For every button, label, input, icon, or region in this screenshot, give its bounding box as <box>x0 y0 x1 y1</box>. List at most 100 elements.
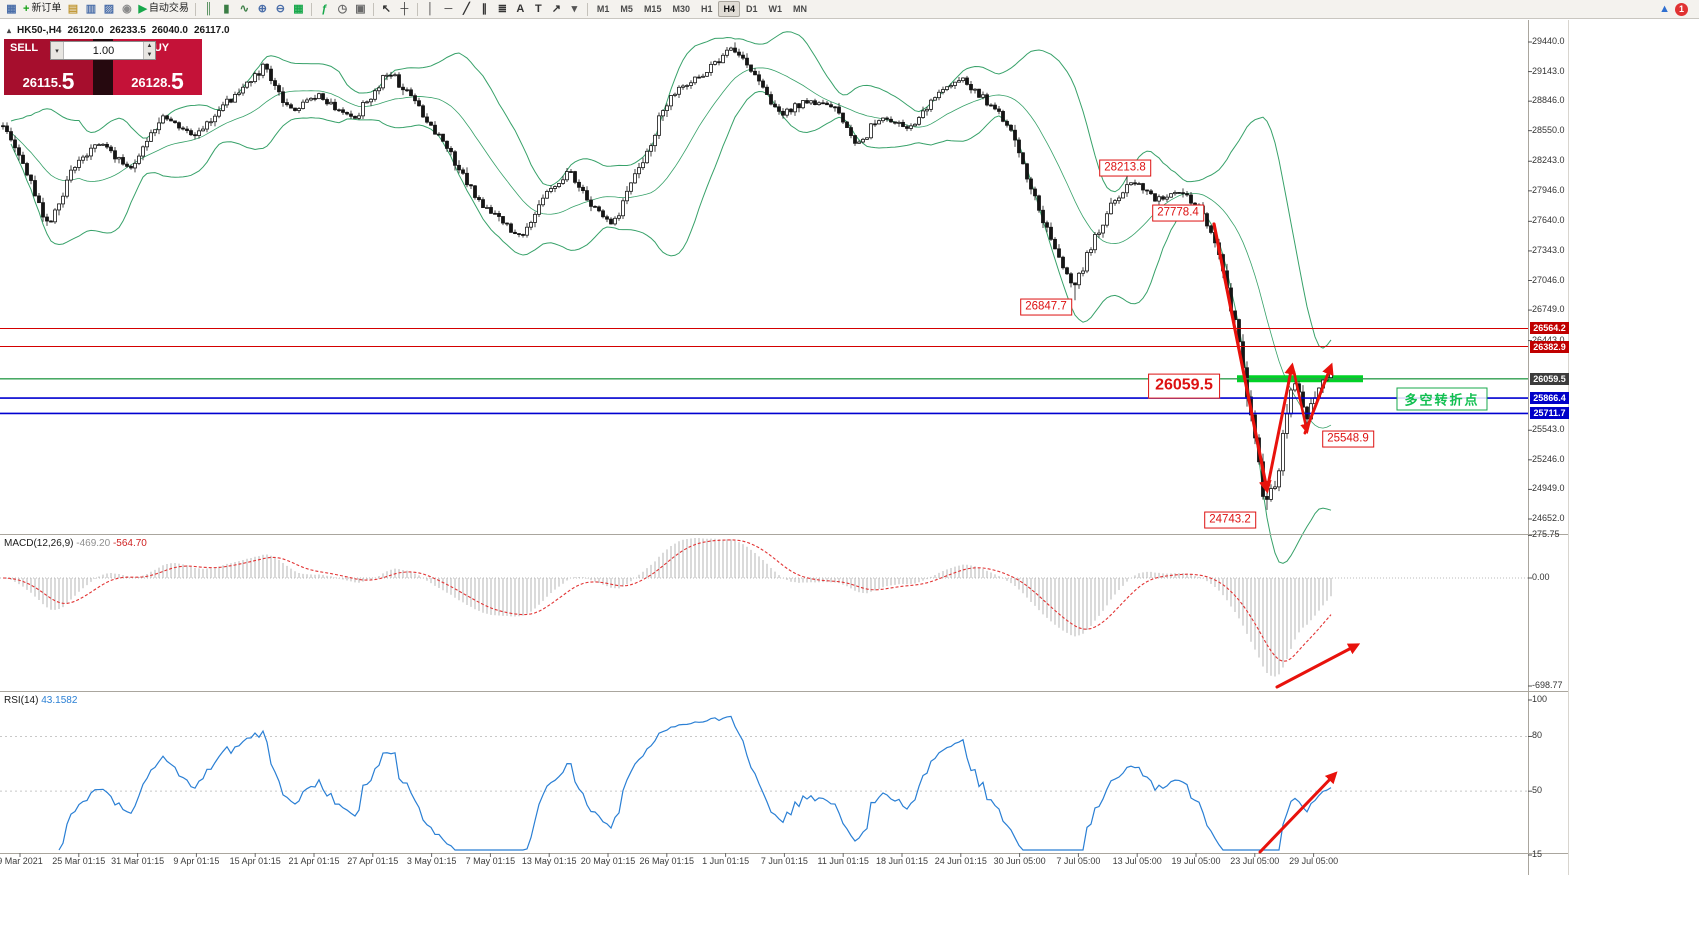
indicators-icon[interactable]: ƒ <box>316 1 333 18</box>
bars-type-icon[interactable]: ║ <box>200 1 217 18</box>
time-axis-label: 7 May 01:15 <box>465 856 516 866</box>
trendline-icon-icon: ╱ <box>463 2 470 15</box>
toolbar-right: ▲ 1 <box>1659 2 1696 16</box>
new-order-icon: + <box>23 2 30 15</box>
text-label-icon[interactable]: T <box>530 1 547 18</box>
trend-arrow[interactable] <box>1258 771 1338 854</box>
zoom-in-icon-icon: ⊕ <box>257 2 268 15</box>
price-axis-label: 24949.0 <box>1532 483 1565 494</box>
vertical-line-icon[interactable]: │ <box>422 1 439 18</box>
price-axis-label: 27946.0 <box>1532 184 1565 195</box>
timeframe-m5-button[interactable]: M5 <box>620 4 633 14</box>
new-order-button[interactable]: + 新订单 <box>21 1 63 18</box>
period-icon[interactable]: ◷ <box>334 1 351 18</box>
macd-axis-label: 0.00 <box>1532 572 1550 582</box>
volume-dropdown-icon[interactable]: ▾ <box>51 42 64 59</box>
timeframe-mn-button[interactable]: MN <box>793 4 808 14</box>
rsi-indicator-label: RSI(14) 43.1582 <box>4 695 78 706</box>
candles-type-icon[interactable]: ▮ <box>218 1 235 18</box>
time-axis-label: 24 Jun 01:15 <box>934 856 987 866</box>
objects-dropdown-icon[interactable]: ▾ <box>566 1 583 18</box>
symbol-period-label: HK50-,H4 <box>17 25 62 36</box>
timeframe-m15-button[interactable]: M15 <box>643 4 662 14</box>
line-type-icon[interactable]: ∿ <box>236 1 253 18</box>
autotrading-button[interactable]: ▶ 自动交易 <box>136 1 190 18</box>
rsi-axis-label: 80 <box>1532 730 1543 741</box>
notification-badge[interactable]: 1 <box>1675 2 1688 16</box>
trendline-icon[interactable]: ╱ <box>458 1 475 18</box>
text-icon[interactable]: A <box>512 1 529 18</box>
timeframe-h4-button[interactable]: H4 <box>718 1 740 17</box>
symbol-marker-icon: ▴ <box>7 26 12 35</box>
price-axis-label: 29440.0 <box>1532 36 1565 46</box>
macd-axis-label: -698.77 <box>1532 679 1563 690</box>
price-axis-label: 27046.0 <box>1532 274 1565 285</box>
templates-icon[interactable]: ▣ <box>352 1 369 18</box>
price-axis-label: 28243.0 <box>1532 155 1565 166</box>
volume-up-icon[interactable]: ▲ <box>144 42 155 51</box>
equidistant-channel-icon[interactable]: ∥ <box>476 1 493 18</box>
volume-value[interactable]: 1.00 <box>92 44 115 57</box>
time-axis-label: 9 Apr 01:15 <box>173 856 220 866</box>
price-line-badge: 25711.7 <box>1530 407 1569 420</box>
navigator-icon[interactable]: ▨ <box>100 1 117 18</box>
trend-arrow[interactable] <box>1265 362 1297 492</box>
time-axis-label: 3 May 01:15 <box>406 856 457 866</box>
price-line-badge: 26059.5 <box>1530 372 1569 385</box>
macd-axis-label: 275.75 <box>1532 529 1560 540</box>
time-axis-label: 15 Apr 01:15 <box>229 856 281 866</box>
tile-windows-icon[interactable]: ▦ <box>290 1 307 18</box>
timeframe-w1-button[interactable]: W1 <box>768 4 783 14</box>
time-axis-label: 18 Jun 01:15 <box>875 856 929 866</box>
crosshair-icon[interactable]: ┼ <box>396 1 413 18</box>
volume-down-icon[interactable]: ▼ <box>144 50 155 59</box>
bull-bear-turning-point-label[interactable]: 多空转折点 <box>1396 387 1488 411</box>
price-annotation-label[interactable]: 24743.2 <box>1204 511 1256 529</box>
arrows-tool-icon[interactable]: ↗ <box>548 1 565 18</box>
horizontal-line-icon[interactable]: ─ <box>440 1 457 18</box>
trend-arrow[interactable] <box>1212 222 1272 494</box>
terminal-icon[interactable]: ◉ <box>118 1 135 18</box>
timeframe-d1-button[interactable]: D1 <box>746 4 758 14</box>
price-axis-label: 27343.0 <box>1532 244 1565 255</box>
price-axis-label: 27640.0 <box>1532 215 1565 226</box>
candles-type-icon-icon: ▮ <box>223 2 230 15</box>
cursor-icon[interactable]: ↖ <box>378 1 395 18</box>
chart-title-ohlc: ▴ HK50-,H4 26120.0 26233.5 26040.0 26117… <box>7 25 230 36</box>
charts-window-icon[interactable]: ▦ <box>3 1 20 18</box>
cursor-icon-icon: ↖ <box>381 2 392 15</box>
zoom-out-icon[interactable]: ⊖ <box>272 1 289 18</box>
indicators-icon-icon: ƒ <box>321 2 328 15</box>
toolbar-separator <box>310 2 312 16</box>
depth-of-market-icon[interactable]: ▤ <box>64 1 81 18</box>
market-watch-icon[interactable]: ▥ <box>82 1 99 18</box>
timeframe-h1-button[interactable]: H1 <box>700 4 713 14</box>
tile-windows-icon-icon: ▦ <box>293 2 304 15</box>
horizontal-line-icon-icon: ─ <box>444 2 453 15</box>
fibonacci-icon[interactable]: ≣ <box>494 1 511 18</box>
trend-arrow[interactable] <box>1303 362 1334 435</box>
timeframe-m1-button[interactable]: M1 <box>596 4 610 14</box>
trend-arrow[interactable] <box>1292 370 1311 435</box>
price-annotation-label[interactable]: 25548.9 <box>1322 430 1374 448</box>
time-axis-label: 26 May 01:15 <box>639 856 695 866</box>
zoom-in-icon[interactable]: ⊕ <box>254 1 271 18</box>
time-axis-label: 31 Mar 01:15 <box>111 856 165 866</box>
community-icon[interactable]: ▲ <box>1659 3 1670 15</box>
price-axis-label: 25543.0 <box>1532 424 1565 435</box>
volume-stepper[interactable]: ▲ ▼ <box>143 42 155 59</box>
time-axis-label: 20 May 01:15 <box>580 856 636 866</box>
trend-arrow[interactable] <box>1275 643 1361 689</box>
sell-price: 26115. 5 <box>22 67 75 94</box>
autotrading-button-label: 自动交易 <box>148 3 189 14</box>
toolbar-separator <box>416 2 418 16</box>
price-annotation-label[interactable]: 26059.5 <box>1148 373 1220 399</box>
price-annotation-label[interactable]: 26847.7 <box>1020 298 1072 316</box>
volume-input[interactable]: ▾ 1.00 ▲ ▼ <box>50 41 156 60</box>
price-axis-label: 26749.0 <box>1532 304 1565 315</box>
rsi-axis-label: 15 <box>1532 849 1543 859</box>
price-annotation-label[interactable]: 28213.8 <box>1099 159 1151 177</box>
price-annotation-label[interactable]: 27778.4 <box>1152 204 1204 222</box>
timeframe-m30-button[interactable]: M30 <box>672 4 690 14</box>
